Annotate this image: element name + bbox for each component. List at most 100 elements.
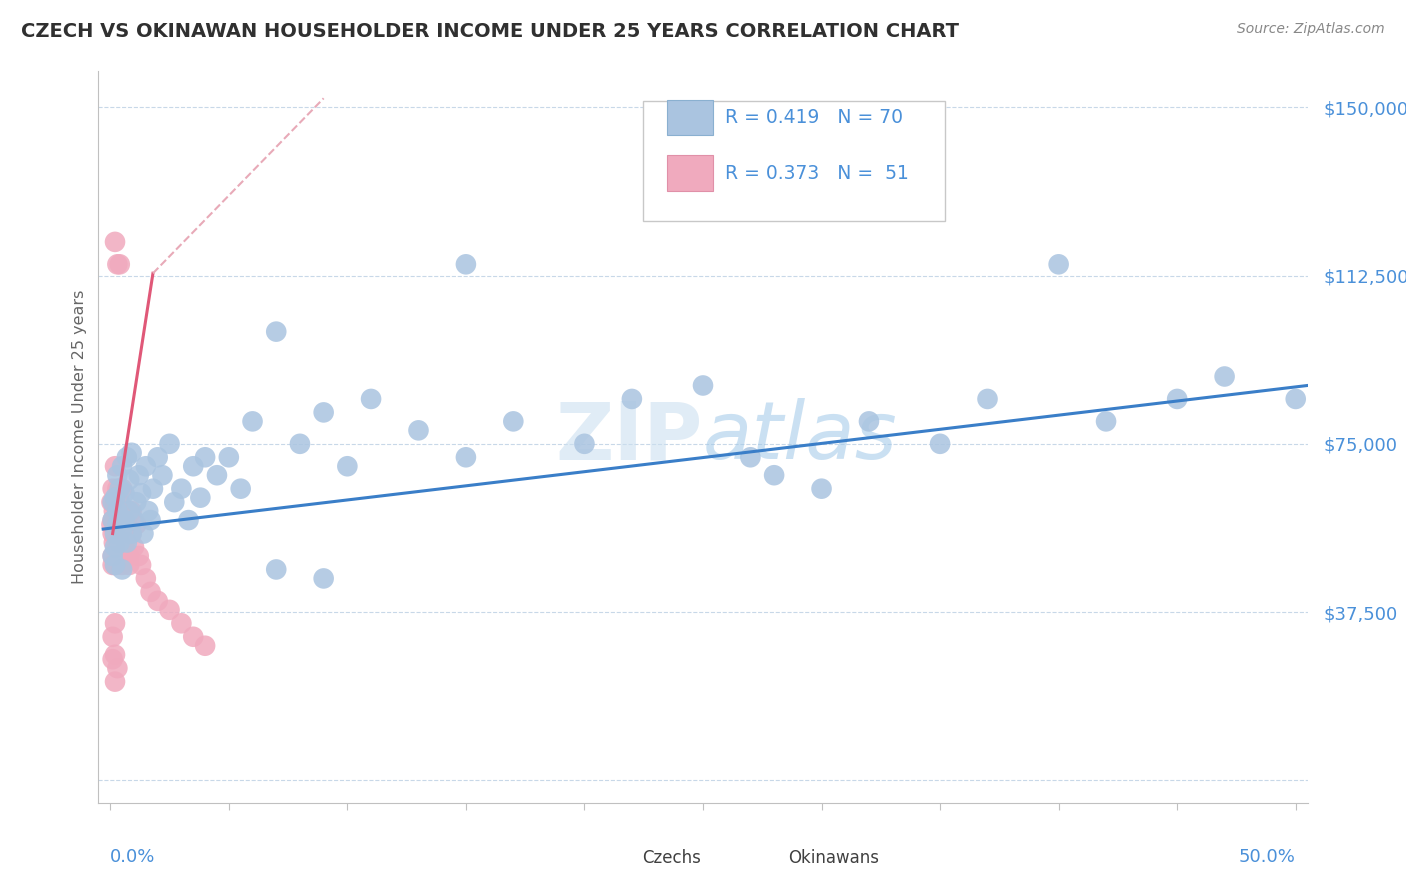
Point <box>105 517 128 532</box>
Point <box>163 495 186 509</box>
Point <box>108 482 131 496</box>
Point <box>115 526 138 541</box>
Point <box>104 616 127 631</box>
Point <box>104 495 127 509</box>
Point <box>929 437 952 451</box>
Point <box>1285 392 1308 406</box>
Point <box>181 459 204 474</box>
Point <box>128 468 150 483</box>
Point <box>114 513 136 527</box>
Point <box>159 437 181 451</box>
Point <box>170 616 193 631</box>
Point <box>103 535 125 549</box>
Point <box>170 482 193 496</box>
Point <box>502 414 524 428</box>
Point <box>101 526 124 541</box>
Point <box>104 491 127 505</box>
Point <box>101 513 124 527</box>
Point <box>146 450 169 465</box>
Point <box>194 450 217 465</box>
Point <box>108 535 131 549</box>
Point <box>139 585 162 599</box>
Point <box>408 423 430 437</box>
Point <box>114 540 136 554</box>
Point <box>288 437 311 451</box>
Point <box>108 495 131 509</box>
Text: Okinawans: Okinawans <box>787 849 879 867</box>
Point <box>118 558 141 572</box>
Point <box>101 652 124 666</box>
Point <box>692 378 714 392</box>
Point <box>1213 369 1236 384</box>
Point <box>135 571 157 585</box>
Point <box>114 486 136 500</box>
Text: Czechs: Czechs <box>643 849 702 867</box>
Text: 50.0%: 50.0% <box>1239 847 1296 865</box>
Point <box>129 486 152 500</box>
Point <box>121 526 143 541</box>
FancyBboxPatch shape <box>745 847 779 871</box>
Point <box>100 495 122 509</box>
Point <box>312 571 335 585</box>
Point <box>108 549 131 563</box>
Point <box>118 549 141 563</box>
Text: Source: ZipAtlas.com: Source: ZipAtlas.com <box>1237 22 1385 37</box>
Point <box>125 495 148 509</box>
Point <box>101 630 124 644</box>
Point <box>101 513 124 527</box>
Point <box>108 257 131 271</box>
Point <box>105 540 128 554</box>
Point <box>105 257 128 271</box>
Point <box>100 517 122 532</box>
Point <box>810 482 832 496</box>
Point <box>115 535 138 549</box>
Point <box>122 513 145 527</box>
Point <box>132 526 155 541</box>
Point <box>360 392 382 406</box>
Point <box>115 450 138 465</box>
Point <box>101 558 124 572</box>
Point <box>101 549 124 563</box>
Point <box>121 446 143 460</box>
Point <box>264 562 287 576</box>
Point <box>104 558 127 572</box>
Point <box>740 450 762 465</box>
Point <box>104 648 127 662</box>
Point <box>574 437 596 451</box>
Point <box>108 526 131 541</box>
Point <box>454 257 477 271</box>
Point <box>152 468 174 483</box>
Point <box>177 513 200 527</box>
Point <box>101 482 124 496</box>
FancyBboxPatch shape <box>600 847 634 871</box>
Point <box>205 468 228 483</box>
Point <box>104 674 127 689</box>
FancyBboxPatch shape <box>666 155 713 191</box>
Point <box>111 482 134 496</box>
Point <box>229 482 252 496</box>
Point <box>146 594 169 608</box>
Text: R = 0.419   N = 70: R = 0.419 N = 70 <box>724 108 903 127</box>
Point <box>454 450 477 465</box>
Y-axis label: Householder Income Under 25 years: Householder Income Under 25 years <box>72 290 87 584</box>
Point <box>763 468 786 483</box>
Point <box>121 504 143 518</box>
Point <box>135 459 157 474</box>
Point <box>118 504 141 518</box>
Point <box>858 414 880 428</box>
Point <box>122 540 145 554</box>
Point <box>136 504 159 518</box>
Text: atlas: atlas <box>703 398 898 476</box>
Point <box>159 603 181 617</box>
FancyBboxPatch shape <box>666 100 713 135</box>
Point <box>104 540 127 554</box>
Point <box>104 526 127 541</box>
Point <box>105 661 128 675</box>
Text: R = 0.373   N =  51: R = 0.373 N = 51 <box>724 163 908 183</box>
Point <box>139 513 162 527</box>
Text: ZIP: ZIP <box>555 398 703 476</box>
Point <box>104 558 127 572</box>
Point <box>105 504 128 518</box>
Point <box>105 504 128 518</box>
Point <box>1047 257 1070 271</box>
